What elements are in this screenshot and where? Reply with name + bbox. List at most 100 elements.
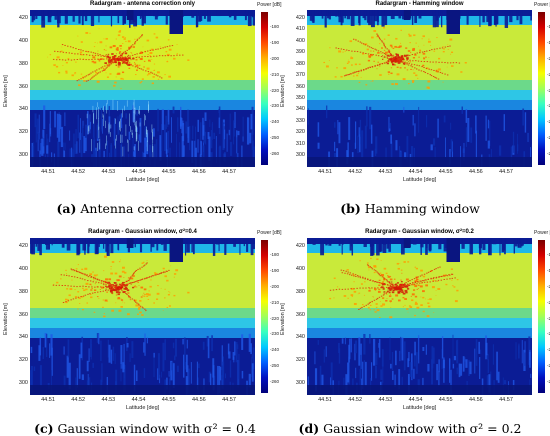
- x-tick-label: 44.55: [439, 397, 453, 403]
- x-tick-label: 44.53: [101, 397, 115, 403]
- subfigure-letter: (d): [299, 421, 320, 436]
- radargram-image: [30, 10, 255, 167]
- y-tick-label: 380: [10, 61, 28, 67]
- subfigure-caption: (b) Hamming window: [340, 201, 480, 216]
- x-tick-label: 44.52: [71, 397, 85, 403]
- y-tick-label: 320: [10, 129, 28, 135]
- y-tick-label: 420: [287, 243, 305, 249]
- y-tick-label: 400: [10, 266, 28, 272]
- panel-title: Radargram - Gaussian window, σ²=0.2: [365, 229, 474, 235]
- radargram-panel: Radargram - Gaussian window, σ²=0.2 420 40…: [277, 228, 550, 418]
- x-tick-label: 44.52: [348, 169, 362, 175]
- y-tick-label: 420: [10, 243, 28, 249]
- y-axis-label: Elevation [m]: [280, 303, 286, 335]
- x-tick-label: 44.53: [101, 169, 115, 175]
- subfigure-caption-text: Hamming window: [365, 201, 480, 216]
- x-tick-label: 44.51: [41, 169, 55, 175]
- y-axis-label: Elevation [m]: [3, 303, 9, 335]
- x-tick-label: 44.52: [348, 397, 362, 403]
- subfigure-caption: (a) Antenna correction only: [56, 201, 233, 216]
- y-tick-label: 380: [287, 289, 305, 295]
- x-tick-label: 44.54: [132, 397, 146, 403]
- x-axis-label: Latitude [deg]: [403, 405, 436, 411]
- y-tick-label: 410: [287, 26, 305, 32]
- subfigure-letter: (b): [340, 201, 361, 216]
- subfigure-letter: (c): [34, 421, 53, 436]
- subfigure-letter: (a): [56, 201, 76, 216]
- radargram-plot: [307, 238, 532, 395]
- x-tick-label: 44.56: [192, 169, 206, 175]
- colorbar: [538, 12, 545, 165]
- colorbar-label: Power [dB]: [534, 230, 550, 236]
- y-tick-label: 320: [10, 357, 28, 363]
- x-tick-label: 44.56: [469, 169, 483, 175]
- y-tick-label: 350: [287, 95, 305, 101]
- panel-title: Radargram - Gaussian window, σ²=0.4: [88, 229, 197, 235]
- y-tick-label: 400: [287, 38, 305, 44]
- radargram-plot: [30, 238, 255, 395]
- y-axis-label: Elevation [m]: [280, 75, 286, 107]
- y-tick-label: 370: [287, 72, 305, 78]
- y-tick-label: 320: [287, 357, 305, 363]
- x-tick-label: 44.51: [318, 397, 332, 403]
- x-tick-label: 44.54: [409, 397, 423, 403]
- x-tick-label: 44.51: [318, 169, 332, 175]
- x-tick-label: 44.55: [162, 397, 176, 403]
- radargram-panel: Radargram - Gaussian window, σ²=0.4 420 40…: [0, 228, 275, 418]
- y-tick-label: 360: [287, 84, 305, 90]
- x-axis-label: Latitude [deg]: [403, 177, 436, 183]
- y-tick-label: 300: [287, 152, 305, 158]
- y-tick-label: 300: [10, 152, 28, 158]
- y-tick-label: 310: [287, 141, 305, 147]
- y-tick-label: 340: [287, 334, 305, 340]
- x-tick-label: 44.57: [222, 169, 236, 175]
- y-tick-label: 330: [287, 118, 305, 124]
- radargram-image: [307, 238, 532, 395]
- panel-title: Radargram - Hamming window: [375, 1, 463, 7]
- y-tick-label: 360: [10, 84, 28, 90]
- x-tick-label: 44.57: [499, 169, 513, 175]
- x-axis-label: Latitude [deg]: [126, 177, 159, 183]
- y-axis-label: Elevation [m]: [3, 75, 9, 107]
- y-tick-label: 340: [10, 106, 28, 112]
- x-tick-label: 44.55: [162, 169, 176, 175]
- x-tick-label: 44.56: [192, 397, 206, 403]
- x-tick-label: 44.54: [132, 169, 146, 175]
- x-tick-label: 44.56: [469, 397, 483, 403]
- x-axis-label: Latitude [deg]: [126, 405, 159, 411]
- subfigure-caption: (d) Gaussian window with σ² = 0.2: [299, 421, 522, 436]
- x-tick-label: 44.57: [499, 397, 513, 403]
- x-tick-label: 44.53: [378, 397, 392, 403]
- y-tick-label: 400: [287, 266, 305, 272]
- y-tick-label: 420: [10, 15, 28, 21]
- subfigure-caption-text: Antenna correction only: [80, 201, 233, 216]
- x-tick-label: 44.52: [71, 169, 85, 175]
- radargram-image: [307, 10, 532, 167]
- y-tick-label: 420: [287, 15, 305, 21]
- y-tick-label: 300: [10, 380, 28, 386]
- y-tick-label: 300: [287, 380, 305, 386]
- y-tick-label: 360: [287, 312, 305, 318]
- x-tick-label: 44.53: [378, 169, 392, 175]
- y-tick-label: 380: [287, 61, 305, 67]
- subfigure-caption-text: Gaussian window with σ² = 0.2: [323, 421, 521, 436]
- radargram-plot: [307, 10, 532, 167]
- x-tick-label: 44.51: [41, 397, 55, 403]
- radargram-panel: Radargram - Hamming window 420 410 400 390 38…: [277, 0, 550, 190]
- subfigure-caption-text: Gaussian window with σ² = 0.4: [58, 421, 256, 436]
- y-tick-label: 390: [287, 49, 305, 55]
- y-tick-label: 380: [10, 289, 28, 295]
- radargram-plot: [30, 10, 255, 167]
- radargram-image: [30, 238, 255, 395]
- y-tick-label: 360: [10, 312, 28, 318]
- x-tick-label: 44.54: [409, 169, 423, 175]
- y-tick-label: 320: [287, 129, 305, 135]
- y-tick-label: 400: [10, 38, 28, 44]
- y-tick-label: 340: [287, 106, 305, 112]
- colorbar: [261, 240, 268, 393]
- y-tick-label: 340: [10, 334, 28, 340]
- colorbar: [538, 240, 545, 393]
- x-tick-label: 44.57: [222, 397, 236, 403]
- colorbar: [261, 12, 268, 165]
